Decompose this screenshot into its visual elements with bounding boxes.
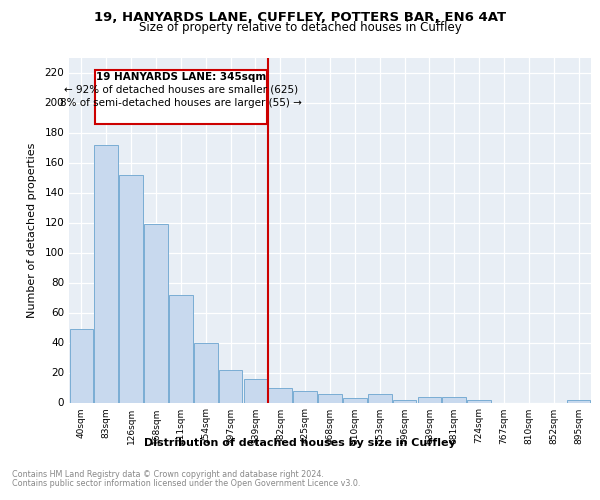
FancyBboxPatch shape <box>95 70 266 124</box>
Text: 19, HANYARDS LANE, CUFFLEY, POTTERS BAR, EN6 4AT: 19, HANYARDS LANE, CUFFLEY, POTTERS BAR,… <box>94 11 506 24</box>
Bar <box>119 174 143 402</box>
Bar <box>418 396 441 402</box>
Bar <box>467 400 491 402</box>
Text: ← 92% of detached houses are smaller (625): ← 92% of detached houses are smaller (62… <box>64 84 298 94</box>
Text: Contains HM Land Registry data © Crown copyright and database right 2024.: Contains HM Land Registry data © Crown c… <box>12 470 324 479</box>
Bar <box>94 144 118 402</box>
Bar <box>219 370 242 402</box>
Bar <box>70 329 93 402</box>
Text: Size of property relative to detached houses in Cuffley: Size of property relative to detached ho… <box>139 21 461 34</box>
Bar <box>244 378 267 402</box>
Text: 19 HANYARDS LANE: 345sqm: 19 HANYARDS LANE: 345sqm <box>96 72 266 83</box>
Text: Distribution of detached houses by size in Cuffley: Distribution of detached houses by size … <box>144 438 456 448</box>
Bar <box>169 294 193 403</box>
Bar <box>442 396 466 402</box>
Bar <box>368 394 392 402</box>
Bar <box>393 400 416 402</box>
Bar <box>293 390 317 402</box>
Bar <box>567 400 590 402</box>
Text: Contains public sector information licensed under the Open Government Licence v3: Contains public sector information licen… <box>12 479 361 488</box>
Bar <box>318 394 342 402</box>
Bar <box>194 342 218 402</box>
Y-axis label: Number of detached properties: Number of detached properties <box>28 142 37 318</box>
Bar <box>343 398 367 402</box>
Text: 8% of semi-detached houses are larger (55) →: 8% of semi-detached houses are larger (5… <box>60 98 302 108</box>
Bar <box>268 388 292 402</box>
Bar <box>144 224 168 402</box>
